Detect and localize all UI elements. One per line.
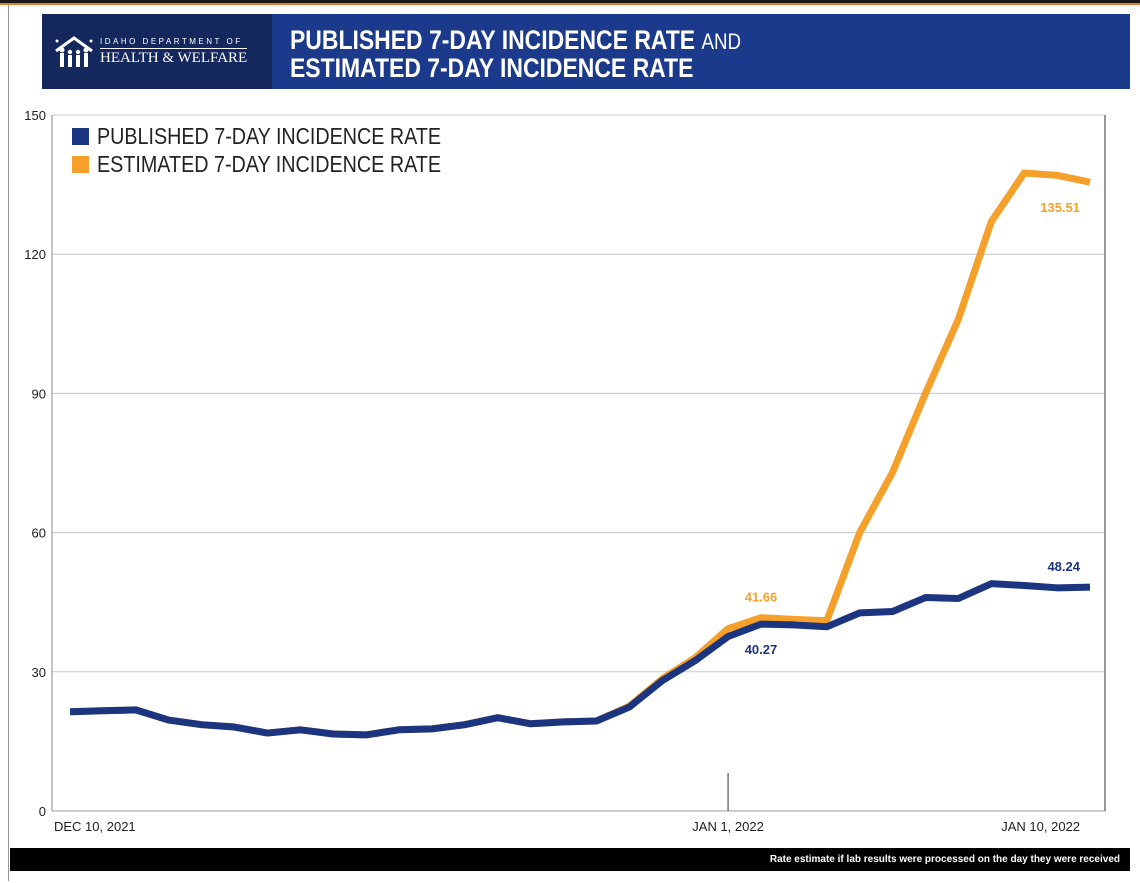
- published-rate-line: [69, 580, 1091, 739]
- data-label: 48.24: [1047, 559, 1080, 574]
- frame: [8, 5, 1133, 881]
- data-label: 41.66: [745, 590, 778, 605]
- footer-note: Rate estimate if lab results were proces…: [769, 854, 1120, 865]
- title-line-1: PUBLISHED 7-DAY INCIDENCE RATE: [290, 25, 696, 55]
- data-label: 135.51: [1040, 200, 1080, 215]
- legend-label: ESTIMATED 7-DAY INCIDENCE RATE: [97, 151, 441, 177]
- estimated-rate-line: [69, 169, 1091, 739]
- title-and: AND: [701, 29, 741, 54]
- title-line-2: ESTIMATED 7-DAY INCIDENCE RATE: [290, 53, 694, 83]
- legend-swatch: [72, 128, 89, 145]
- header-banner: IDAHO DEPARTMENT OF HEALTH & WELFARE PUB…: [42, 14, 1130, 89]
- agency-logo: IDAHO DEPARTMENT OF HEALTH & WELFARE: [42, 14, 272, 89]
- legend-swatch: [72, 156, 89, 173]
- x-tick-label: DEC 10, 2021: [54, 819, 136, 834]
- y-tick-label: 0: [39, 804, 46, 819]
- footer-note-bar: Rate estimate if lab results were proces…: [10, 848, 1130, 871]
- y-tick-label: 60: [32, 526, 46, 541]
- y-tick-label: 30: [32, 665, 46, 680]
- y-tick-label: 150: [24, 108, 46, 123]
- x-tick-label: JAN 1, 2022: [692, 819, 764, 834]
- y-tick-label: 120: [24, 247, 46, 262]
- y-tick-label: 90: [32, 386, 46, 401]
- chart-title: PUBLISHED 7-DAY INCIDENCE RATE AND ESTIM…: [290, 27, 741, 82]
- logo-agency-line: IDAHO DEPARTMENT OF: [100, 36, 243, 46]
- logo-agency-name: HEALTH & WELFARE: [100, 47, 248, 66]
- family-house-icon: [55, 35, 93, 67]
- legend-label: PUBLISHED 7-DAY INCIDENCE RATE: [97, 123, 441, 149]
- data-label: 40.27: [745, 642, 778, 657]
- window-top-border: [0, 0, 1140, 5]
- x-tick-label: JAN 10, 2022: [1001, 819, 1080, 834]
